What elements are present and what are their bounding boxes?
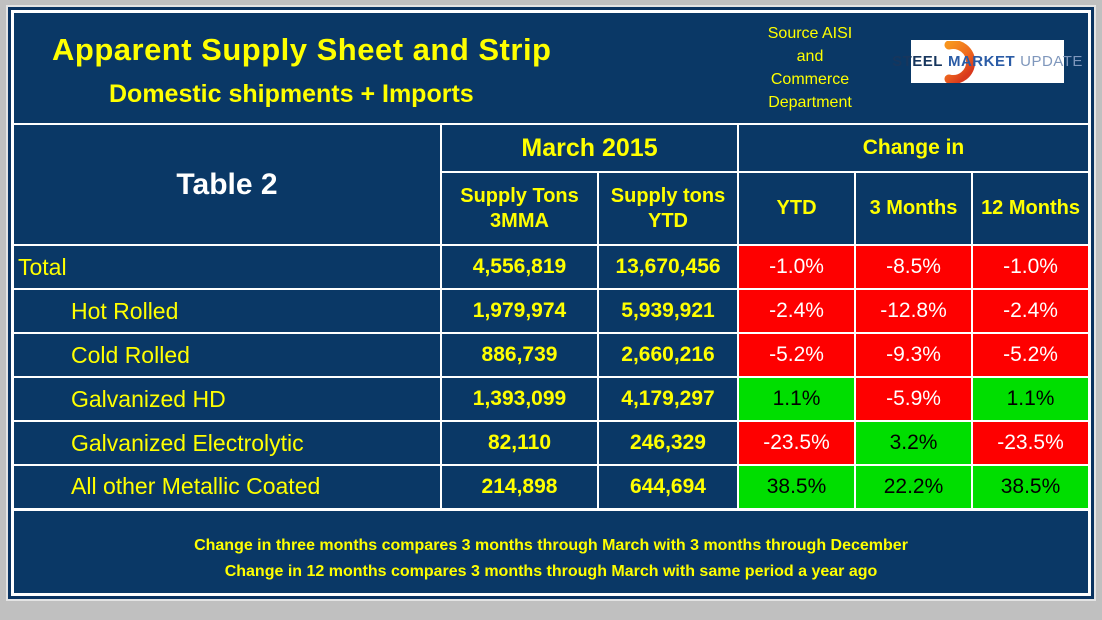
change-ytd-value: -5.2% [737,332,857,378]
title-band: Apparent Supply Sheet and Strip Domestic… [14,13,1088,123]
logo-crescent-icon [944,41,976,83]
change-12mo-value: 1.1% [971,376,1089,422]
smu-logo: STEEL MARKET UPDATE [892,40,1082,83]
supply-ytd-value: 5,939,921 [596,288,740,334]
table-row-cold-rolled: Cold Rolled 886,739 2,660,216 -5.2% -9.3… [14,332,1089,378]
change-ytd-value: -23.5% [737,420,857,466]
footer-note-3-months: Change in three months compares 3 months… [194,536,908,554]
supply-ytd-value: 4,179,297 [596,376,740,422]
source-note: Source AISI and Commerce Department [767,25,853,111]
col-group-march-2015: March 2015 [439,123,740,173]
footer-note-12-months: Change in 12 months compares 3 months th… [224,562,878,580]
change-ytd-value: -2.4% [737,288,857,334]
change-3mo-value: 3.2% [854,420,974,466]
row-label: Galvanized Electrolytic [14,420,442,466]
table-row-hot-rolled: Hot Rolled 1,979,974 5,939,921 -2.4% -12… [14,288,1089,334]
row-label: Galvanized HD [14,376,442,422]
change-ytd-value: 1.1% [737,376,857,422]
table-corner-label: Table 2 [14,123,442,246]
supply-3mma-value: 214,898 [440,464,599,510]
col-group-change-in: Change in [737,123,1089,173]
change-3mo-value: -5.9% [854,376,974,422]
row-label: Hot Rolled [14,288,442,334]
change-12mo-value: 38.5% [971,464,1089,510]
table-row-galvanized-electrolytic: Galvanized Electrolytic 82,110 246,329 -… [14,420,1089,466]
change-3mo-value: -8.5% [854,244,974,290]
supply-ytd-value: 644,694 [596,464,740,510]
col-header-change-3-months: 3 Months [854,171,974,246]
logo-update-text: UPDATE [1020,53,1083,70]
row-label: All other Metallic Coated [14,464,442,510]
page-subtitle: Domestic shipments + Imports [109,80,474,108]
table-row-total: Total 4,556,819 13,670,456 -1.0% -8.5% -… [14,244,1089,290]
supply-ytd-value: 13,670,456 [596,244,740,290]
col-header-change-ytd: YTD [737,171,857,246]
change-3mo-value: -12.8% [854,288,974,334]
supply-ytd-value: 246,329 [596,420,740,466]
col-header-supply-3mma: Supply Tons 3MMA [441,171,599,246]
row-label: Total [14,244,442,290]
change-3mo-value: -9.3% [854,332,974,378]
row-label: Cold Rolled [14,332,442,378]
supply-table: Table 2 March 2015 Change in Supply Tons… [14,123,1089,511]
supply-3mma-value: 82,110 [440,420,599,466]
logo-steel-text: STEEL [892,53,943,70]
change-12mo-value: -2.4% [971,288,1089,334]
supply-ytd-value: 2,660,216 [596,332,740,378]
logo-market-text: MARKET [947,53,1016,70]
logo-wordmark: STEEL MARKET UPDATE [892,40,1082,83]
footer-notes: Change in three months compares 3 months… [14,511,1088,594]
supply-3mma-value: 1,979,974 [440,288,599,334]
report-frame: Apparent Supply Sheet and Strip Domestic… [8,7,1094,599]
table-row-all-other-metallic-coated: All other Metallic Coated 214,898 644,69… [14,464,1089,510]
report-body: Apparent Supply Sheet and Strip Domestic… [14,13,1089,594]
supply-3mma-value: 1,393,099 [440,376,599,422]
change-ytd-value: 38.5% [737,464,857,510]
change-12mo-value: -23.5% [971,420,1089,466]
change-12mo-value: -5.2% [971,332,1089,378]
col-header-change-12-months: 12 Months [971,171,1089,246]
supply-3mma-value: 4,556,819 [440,244,599,290]
page-title: Apparent Supply Sheet and Strip [52,32,552,67]
change-3mo-value: 22.2% [854,464,974,510]
table-row-galvanized-hd: Galvanized HD 1,393,099 4,179,297 1.1% -… [14,376,1089,422]
change-12mo-value: -1.0% [971,244,1089,290]
supply-3mma-value: 886,739 [440,332,599,378]
change-ytd-value: -1.0% [737,244,857,290]
col-header-supply-ytd: Supply tons YTD [596,171,740,246]
